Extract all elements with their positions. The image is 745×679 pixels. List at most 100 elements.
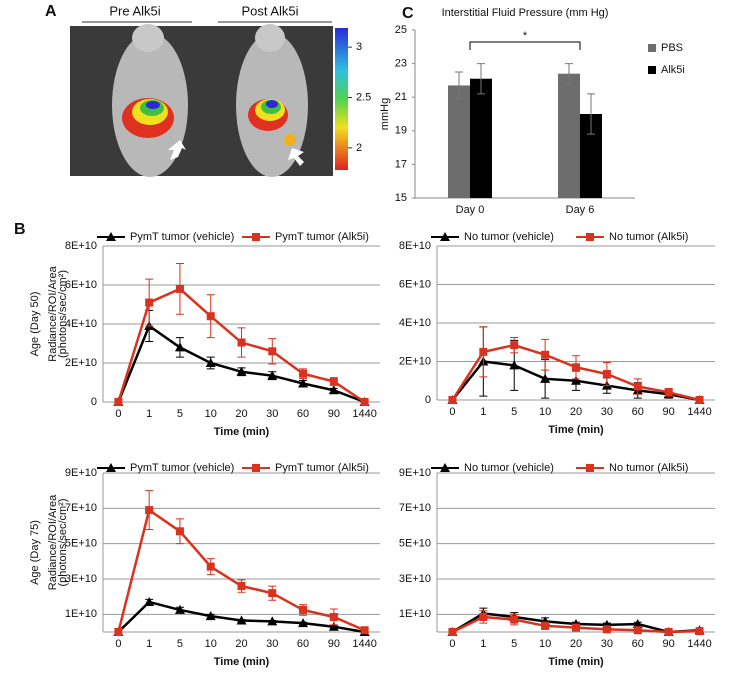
marker bbox=[106, 463, 116, 472]
panel-label: B bbox=[14, 221, 26, 238]
x-tick-label: 1440 bbox=[687, 406, 711, 418]
y-axis-label: Radiance/ROI/Area bbox=[47, 494, 59, 590]
y-tick-label: 1E+10 bbox=[65, 608, 97, 620]
x-tick-label: 10 bbox=[539, 406, 551, 418]
x-axis-label: Time (min) bbox=[214, 656, 270, 668]
marker bbox=[205, 611, 216, 621]
panel-label: A bbox=[45, 3, 57, 20]
chart-title: Interstitial Fluid Pressure (mm Hg) bbox=[442, 7, 609, 19]
x-tick-label: 5 bbox=[511, 406, 517, 418]
legend-label: PymT tumor (vehicle) bbox=[130, 231, 234, 243]
y-tick-label: 15 bbox=[395, 192, 407, 204]
marker bbox=[633, 382, 642, 391]
marker bbox=[174, 342, 185, 352]
y-axis-label: (photons/sec/cm²) bbox=[57, 498, 69, 586]
y-tick-label: 4E+10 bbox=[399, 317, 431, 329]
marker bbox=[602, 625, 611, 634]
mouse bbox=[255, 24, 285, 52]
error-bar bbox=[455, 71, 463, 100]
marker bbox=[479, 347, 488, 356]
legend-label: No tumor (Alk5i) bbox=[609, 231, 688, 243]
marker bbox=[602, 370, 611, 379]
error-bar bbox=[565, 63, 573, 85]
mouse-image: Pre Alk5i Post Alk5i bbox=[70, 3, 348, 177]
arrow bbox=[288, 148, 304, 166]
marker bbox=[298, 378, 309, 388]
marker bbox=[114, 398, 123, 406]
y-tick-label: 17 bbox=[395, 158, 407, 170]
marker bbox=[329, 612, 338, 621]
legend-label: PymT tumor (Alk5i) bbox=[275, 231, 369, 243]
y-tick-label: 0 bbox=[91, 396, 97, 408]
marker bbox=[236, 366, 247, 376]
annotation: * bbox=[523, 30, 528, 42]
marker bbox=[175, 284, 184, 293]
x-tick-label: 10 bbox=[539, 638, 551, 650]
y-tick-label: 9E+10 bbox=[65, 467, 97, 479]
marker bbox=[145, 506, 154, 515]
marker bbox=[252, 233, 260, 241]
marker bbox=[144, 596, 155, 606]
marker bbox=[540, 373, 551, 383]
legend-label: PymT tumor (vehicle) bbox=[130, 462, 234, 474]
x-tick-label: 0 bbox=[449, 638, 455, 650]
y-axis-label: Radiance/ROI/Area bbox=[47, 265, 59, 361]
x-tick-label: 1440 bbox=[687, 638, 711, 650]
marker bbox=[236, 615, 247, 625]
marker bbox=[586, 233, 594, 241]
x-tick-label: 90 bbox=[663, 406, 675, 418]
heat bbox=[146, 101, 160, 109]
arrow bbox=[168, 140, 186, 160]
marker bbox=[479, 612, 488, 621]
y-tick-label: 0 bbox=[425, 394, 431, 406]
y-axis-label: (photons/sec/cm²) bbox=[57, 270, 69, 358]
row-label: Age (Day 50) bbox=[29, 292, 41, 357]
marker bbox=[664, 628, 673, 636]
x-tick-label: 5 bbox=[511, 638, 517, 650]
marker bbox=[175, 527, 184, 536]
marker bbox=[237, 582, 246, 591]
y-tick-label: 23 bbox=[395, 58, 407, 70]
panel-label: C bbox=[402, 5, 414, 22]
bar bbox=[580, 114, 602, 198]
marker bbox=[360, 626, 369, 635]
marker bbox=[440, 232, 450, 241]
colorbar-tick-label: 2 bbox=[356, 142, 362, 154]
image-label: Pre Alk5i bbox=[109, 3, 160, 18]
marker bbox=[174, 604, 185, 614]
colorbar bbox=[335, 28, 348, 170]
y-tick-label: 7E+10 bbox=[65, 502, 97, 514]
x-axis-label: Time (min) bbox=[214, 426, 270, 438]
marker bbox=[329, 377, 338, 386]
significance-bracket bbox=[469, 41, 581, 50]
marker bbox=[440, 463, 450, 472]
x-tick-label: 1 bbox=[480, 406, 486, 418]
x-tick-label: 10 bbox=[205, 638, 217, 650]
y-tick-label: 3E+10 bbox=[399, 573, 431, 585]
marker bbox=[299, 369, 308, 378]
x-tick-label: 20 bbox=[235, 408, 247, 420]
x-tick-label: 1440 bbox=[352, 638, 376, 650]
marker bbox=[510, 615, 519, 624]
y-tick-label: 7E+10 bbox=[399, 502, 431, 514]
image-label: Post Alk5i bbox=[241, 3, 298, 18]
x-tick-label: 0 bbox=[115, 408, 121, 420]
x-tick-label: Day 6 bbox=[566, 204, 595, 216]
marker bbox=[633, 626, 642, 635]
marker bbox=[206, 312, 215, 321]
marker bbox=[106, 232, 116, 241]
y-tick-label: 6E+10 bbox=[399, 278, 431, 290]
x-tick-label: 10 bbox=[205, 408, 217, 420]
colorbar-tick-label: 2.5 bbox=[356, 91, 371, 103]
y-tick-label: 8E+10 bbox=[399, 240, 431, 252]
x-axis-label: Time (min) bbox=[548, 656, 604, 668]
heat bbox=[266, 100, 278, 108]
marker bbox=[298, 618, 309, 628]
x-tick-label: 5 bbox=[177, 638, 183, 650]
marker bbox=[237, 338, 246, 347]
y-tick-label: 1E+10 bbox=[399, 608, 431, 620]
x-tick-label: 1 bbox=[480, 638, 486, 650]
y-axis-label: mmHg bbox=[379, 98, 391, 130]
y-tick-label: 9E+10 bbox=[399, 467, 431, 479]
y-tick-label: 4E+10 bbox=[65, 318, 97, 330]
